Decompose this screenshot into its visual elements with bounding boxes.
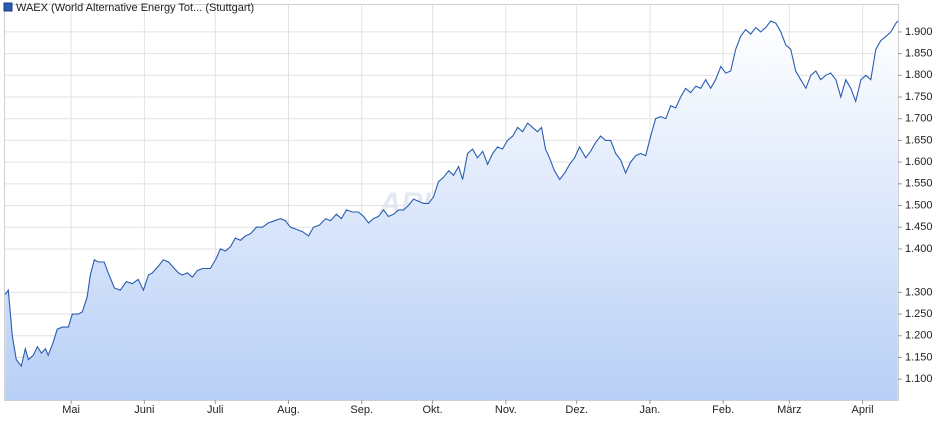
legend-label: WAEX (World Alternative Energy Tot... (S… [16, 2, 254, 14]
y-tick-label: 1.850 [905, 48, 933, 60]
y-tick-label: 1.400 [905, 243, 933, 255]
x-tick-label: Jan. [640, 404, 661, 416]
x-tick-label: Okt. [423, 404, 443, 416]
y-tick-label: 1.650 [905, 134, 933, 146]
x-tick-label: Juni [134, 404, 154, 416]
y-tick-label: 1.450 [905, 221, 933, 233]
x-tick-label: März [777, 404, 801, 416]
y-tick-label: 1.150 [905, 351, 933, 363]
y-tick-label: 1.100 [905, 373, 933, 385]
y-tick-label: 1.900 [905, 26, 933, 38]
x-tick-label: Juli [207, 404, 224, 416]
area [5, 21, 898, 400]
y-tick-label: 1.500 [905, 199, 933, 211]
marks [4, 20, 899, 400]
x-tick-label: Sep. [350, 404, 373, 416]
x-tick-label: Mai [62, 404, 80, 416]
x-tick-label: Feb. [712, 404, 734, 416]
y-tick-label: 1.550 [905, 178, 933, 190]
x-tick-label: April [852, 404, 874, 416]
labels: 1.100 1.150 1.200 1.250 1.300 1.400 1.450 1.500… [62, 26, 932, 416]
y-tick-label: 1.800 [905, 69, 933, 81]
y-tick-label: 1.300 [905, 286, 933, 298]
y-tick-label: 1.200 [905, 330, 933, 342]
y-tick-label: 1.600 [905, 156, 933, 168]
x-tick-label: Nov. [495, 404, 517, 416]
x-tick-label: Dez. [565, 404, 588, 416]
y-tick-label: 1.700 [905, 113, 933, 125]
x-tick-label: Aug. [277, 404, 300, 416]
y-tick-label: 1.750 [905, 91, 933, 103]
line [4, 20, 899, 368]
legend-swatch [3, 2, 13, 12]
y-tick-label: 1.250 [905, 308, 933, 320]
